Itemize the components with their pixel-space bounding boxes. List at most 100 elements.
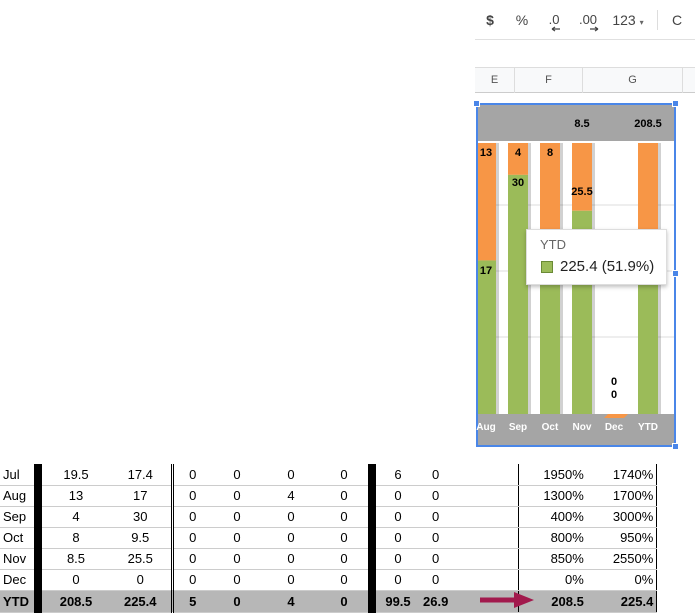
table-cell-d[interactable]: 0	[212, 527, 262, 549]
table-cell-h[interactable]: 0	[420, 569, 520, 591]
table-cell-d[interactable]: 0	[212, 548, 262, 570]
table-cell-h[interactable]: 0	[420, 464, 520, 486]
data-label-orange: 208.5	[634, 118, 662, 130]
table-cell-c[interactable]: 0	[170, 506, 212, 528]
table-cell-b[interactable]: 17.4	[110, 464, 172, 486]
table-cell-month[interactable]: Dec	[0, 569, 38, 591]
table-cell-f[interactable]: 0	[320, 527, 372, 549]
table-cell-p1[interactable]: 1950%	[518, 464, 587, 486]
increase-decimal-button[interactable]: .00	[575, 8, 601, 32]
table-cell-month[interactable]: Sep	[0, 506, 38, 528]
table-cell-a[interactable]: 0	[34, 569, 110, 591]
table-cell-b[interactable]: 30	[110, 506, 172, 528]
table-cell-p1[interactable]: 0%	[518, 569, 587, 591]
table-cell-g[interactable]: 0	[368, 485, 420, 507]
table-cell-c[interactable]: 5	[170, 590, 212, 613]
column-header-f[interactable]: F	[515, 68, 583, 93]
bar-orange-sep[interactable]	[508, 143, 528, 175]
table-cell-h[interactable]: 0	[420, 548, 520, 570]
currency-format-button[interactable]: $	[486, 12, 494, 28]
table-cell-b[interactable]: 9.5	[110, 527, 172, 549]
table-cell-g[interactable]: 0	[368, 569, 420, 591]
x-tick-label: Dec	[604, 422, 624, 433]
table-cell-month[interactable]: Oct	[0, 527, 38, 549]
table-cell-p2[interactable]: 3000%	[586, 506, 658, 528]
table-cell-f[interactable]: 0	[320, 506, 372, 528]
table-cell-b[interactable]: 25.5	[110, 548, 172, 570]
table-cell-p2[interactable]: 1740%	[586, 464, 658, 486]
table-cell-g[interactable]: 99.5	[368, 590, 420, 613]
table-cell-e[interactable]: 0	[262, 548, 320, 570]
percent-format-button[interactable]: %	[515, 12, 529, 28]
table-cell-a[interactable]: 13	[34, 485, 110, 507]
table-cell-b[interactable]: 225.4	[110, 590, 172, 613]
table-cell-f[interactable]: 0	[320, 569, 372, 591]
table-cell-d[interactable]: 0	[212, 485, 262, 507]
bar-green-ytd[interactable]	[638, 273, 658, 414]
table-cell-g[interactable]: 0	[368, 548, 420, 570]
table-cell-h[interactable]: 26.9	[420, 590, 520, 613]
table-cell-h[interactable]: 0	[420, 485, 520, 507]
table-cell-month[interactable]: Aug	[0, 485, 38, 507]
table-cell-c[interactable]: 0	[170, 548, 212, 570]
table-cell-f[interactable]: 0	[320, 548, 372, 570]
table-cell-a[interactable]: 8.5	[34, 548, 110, 570]
table-cell-b[interactable]: 17	[110, 485, 172, 507]
table-cell-d[interactable]: 0	[212, 464, 262, 486]
table-cell-month[interactable]: Jul	[0, 464, 38, 486]
table-cell-d[interactable]: 0	[212, 506, 262, 528]
table-cell-c[interactable]: 0	[170, 485, 212, 507]
decrease-decimal-button[interactable]: .0	[543, 8, 565, 32]
table-cell-c[interactable]: 0	[170, 527, 212, 549]
bar-orange-aug[interactable]	[478, 143, 496, 261]
table-cell-a[interactable]: 19.5	[34, 464, 110, 486]
table-cell-d[interactable]: 0	[212, 590, 262, 613]
column-header-e[interactable]: E	[475, 68, 515, 93]
table-cell-g[interactable]: 0	[368, 527, 420, 549]
resize-handle-top-left[interactable]	[473, 100, 480, 107]
table-cell-e[interactable]: 0	[262, 464, 320, 486]
bar-green-oct[interactable]	[540, 266, 560, 414]
table-cell-e[interactable]: 4	[262, 485, 320, 507]
table-cell-a[interactable]: 8	[34, 527, 110, 549]
table-cell-g[interactable]: 0	[368, 506, 420, 528]
table-cell-f[interactable]: 0	[320, 485, 372, 507]
bar-orange-dec[interactable]	[604, 414, 628, 418]
table-cell-d[interactable]: 0	[212, 569, 262, 591]
table-cell-month[interactable]: Nov	[0, 548, 38, 570]
table-cell-a[interactable]: 208.5	[34, 590, 110, 613]
table-cell-g[interactable]: 6	[368, 464, 420, 486]
table-cell-p2[interactable]: 1700%	[586, 485, 658, 507]
table-cell-a[interactable]: 4	[34, 506, 110, 528]
table-cell-e[interactable]: 4	[262, 590, 320, 613]
table-cell-p2[interactable]: 225.4	[586, 590, 658, 613]
font-select[interactable]: C	[671, 12, 683, 28]
table-cell-f[interactable]: 0	[320, 464, 372, 486]
table-cell-p2[interactable]: 2550%	[586, 548, 658, 570]
table-cell-b[interactable]: 0	[110, 569, 172, 591]
table-cell-h[interactable]: 0	[420, 506, 520, 528]
column-header-g[interactable]: G	[583, 68, 683, 93]
table-cell-e[interactable]: 0	[262, 506, 320, 528]
table-cell-h[interactable]: 0	[420, 527, 520, 549]
table-cell-p1[interactable]: 850%	[518, 548, 587, 570]
table-cell-c[interactable]: 0	[170, 569, 212, 591]
resize-handle-bottom-right[interactable]	[672, 443, 679, 450]
bar-green-sep[interactable]	[508, 174, 528, 414]
table-cell-month[interactable]: YTD	[0, 590, 38, 613]
more-formats-button[interactable]: 123 ▾	[609, 8, 647, 32]
table-cell-p2[interactable]: 950%	[586, 527, 658, 549]
resize-handle-right[interactable]	[672, 270, 679, 277]
table-cell-f[interactable]: 0	[320, 590, 372, 613]
table-cell-p2[interactable]: 0%	[586, 569, 658, 591]
table-cell-p1[interactable]: 400%	[518, 506, 587, 528]
bar-green-aug[interactable]	[478, 260, 496, 414]
table-cell-p1[interactable]: 1300%	[518, 485, 587, 507]
table-cell-e[interactable]: 0	[262, 527, 320, 549]
bar-orange-nov[interactable]	[572, 143, 592, 211]
table-cell-p1[interactable]: 800%	[518, 527, 587, 549]
table-cell-c[interactable]: 0	[170, 464, 212, 486]
table-cell-p1[interactable]: 208.5	[518, 590, 587, 613]
table-cell-e[interactable]: 0	[262, 569, 320, 591]
resize-handle-top-right[interactable]	[672, 100, 679, 107]
